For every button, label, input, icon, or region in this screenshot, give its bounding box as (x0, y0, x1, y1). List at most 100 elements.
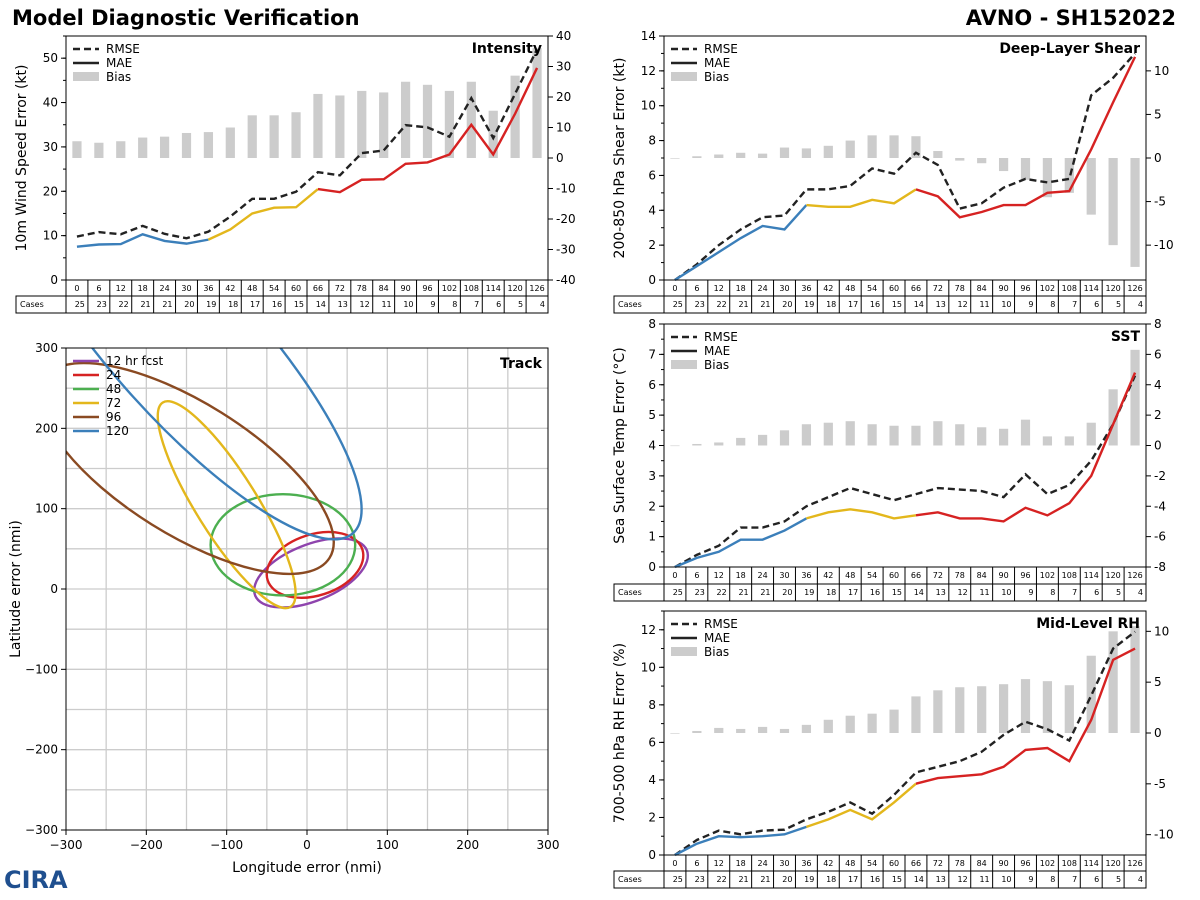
forecast-hour: 60 (889, 859, 899, 868)
bias-bar (845, 421, 855, 446)
bias-bar (933, 690, 943, 733)
bias-bar (1130, 626, 1140, 733)
rmse-line (76, 48, 539, 240)
case-count: 15 (892, 875, 902, 884)
mae-line (915, 56, 1137, 219)
case-count: 6 (1094, 588, 1099, 597)
error-ellipse-120 (66, 348, 363, 541)
forecast-hour: 48 (845, 859, 855, 868)
bias-bar (911, 425, 921, 446)
forecast-hour: 42 (225, 284, 235, 293)
case-count: 13 (936, 300, 946, 309)
y2-tick-label: -2 (1154, 469, 1166, 483)
bias-bar (532, 48, 542, 159)
y-tick-label: 30 (43, 140, 58, 154)
y2-tick-label: -5 (1154, 777, 1166, 791)
case-count: 22 (717, 588, 727, 597)
case-count: 11 (979, 300, 989, 309)
storm-id-title: AVNO - SH152022 (965, 6, 1176, 30)
case-count: 4 (1138, 300, 1143, 309)
bias-bar (933, 151, 943, 158)
cases-label-cell (613, 870, 665, 889)
forecast-hour: 18 (736, 859, 746, 868)
bias-bar (291, 112, 301, 158)
case-count: 10 (1001, 300, 1011, 309)
forecast-hour: 108 (1062, 284, 1077, 293)
x-tick-label: −300 (50, 838, 83, 852)
legend-mae-label: MAE (106, 56, 132, 70)
cases-label-cell (15, 295, 67, 314)
y-axis-label: 10m Wind Speed Error (kt) (14, 65, 30, 252)
bias-bar (801, 424, 812, 446)
bias-bar (955, 687, 965, 733)
forecast-hour: 120 (1105, 859, 1120, 868)
case-count: 16 (870, 875, 880, 884)
forecast-hour: 12 (714, 859, 724, 868)
bias-bar (977, 158, 987, 164)
bias-bar (692, 156, 702, 158)
panel-title: Deep-Layer Shear (999, 41, 1140, 57)
case-count: 8 (1050, 300, 1055, 309)
bias-bar (1086, 422, 1096, 446)
y2-tick-label: 5 (1154, 675, 1162, 689)
y2-tick-label: -30 (556, 243, 576, 257)
y2-tick-label: 10 (1154, 624, 1169, 638)
case-count: 21 (738, 875, 748, 884)
mae-line (674, 204, 808, 282)
bias-bar (889, 709, 899, 733)
forecast-hour: 84 (977, 284, 987, 293)
bias-bar (138, 137, 148, 158)
y2-tick-label: 30 (556, 60, 571, 74)
y-axis-label: Sea Surface Temp Error (°C) (612, 347, 628, 543)
cases-label: Cases (618, 300, 642, 309)
forecast-hour: 36 (203, 284, 213, 293)
y-tick-label: 12 (641, 64, 656, 78)
case-count: 7 (474, 300, 479, 309)
ellipse-group (66, 348, 370, 610)
y2-tick-label: 20 (556, 90, 571, 104)
forecast-hour: 120 (1105, 571, 1120, 580)
forecast-hour: 114 (486, 284, 501, 293)
bias-bar (400, 81, 411, 158)
forecast-hour: 114 (1084, 571, 1099, 580)
forecast-hour: 54 (867, 859, 877, 868)
y-tick-label: 8 (648, 698, 656, 712)
x-tick-label: −100 (210, 838, 243, 852)
case-count: 15 (294, 300, 304, 309)
bias-bar (1086, 655, 1096, 733)
cases-label: Cases (618, 588, 642, 597)
forecast-hour: 96 (1020, 859, 1030, 868)
bias-bar (845, 140, 855, 158)
case-count: 7 (1072, 588, 1077, 597)
case-count: 18 (826, 300, 836, 309)
case-count: 10 (1001, 875, 1011, 884)
y-tick-label: 6 (648, 378, 656, 392)
forecast-hour: 108 (1062, 859, 1077, 868)
case-count: 8 (452, 300, 457, 309)
bias-bar (1020, 679, 1031, 733)
forecast-hour: 72 (335, 284, 345, 293)
bias-bar (670, 158, 680, 159)
case-count: 21 (760, 300, 770, 309)
case-count: 14 (914, 588, 924, 597)
mae-line (806, 508, 917, 520)
y-tick-label: 8 (648, 317, 656, 331)
error-ellipse-72 (156, 399, 297, 610)
bias-bar (1020, 419, 1031, 446)
y-tick-label: 20 (43, 184, 58, 198)
y2-tick-label: -8 (1154, 560, 1166, 574)
case-count: 21 (760, 588, 770, 597)
case-count: 15 (892, 300, 902, 309)
bias-bar (1130, 349, 1140, 446)
bias-bar (911, 696, 921, 733)
y-tick-label: 100 (35, 502, 58, 516)
bias-bar (845, 715, 855, 733)
case-count: 7 (1072, 300, 1077, 309)
forecast-hour: 24 (757, 859, 767, 868)
forecast-hour: 102 (442, 284, 457, 293)
case-count: 5 (1116, 588, 1121, 597)
x-tick-label: 200 (456, 838, 479, 852)
y-tick-label: 1 (648, 530, 656, 544)
forecast-hour: 66 (911, 859, 921, 868)
forecast-hour: 48 (845, 284, 855, 293)
